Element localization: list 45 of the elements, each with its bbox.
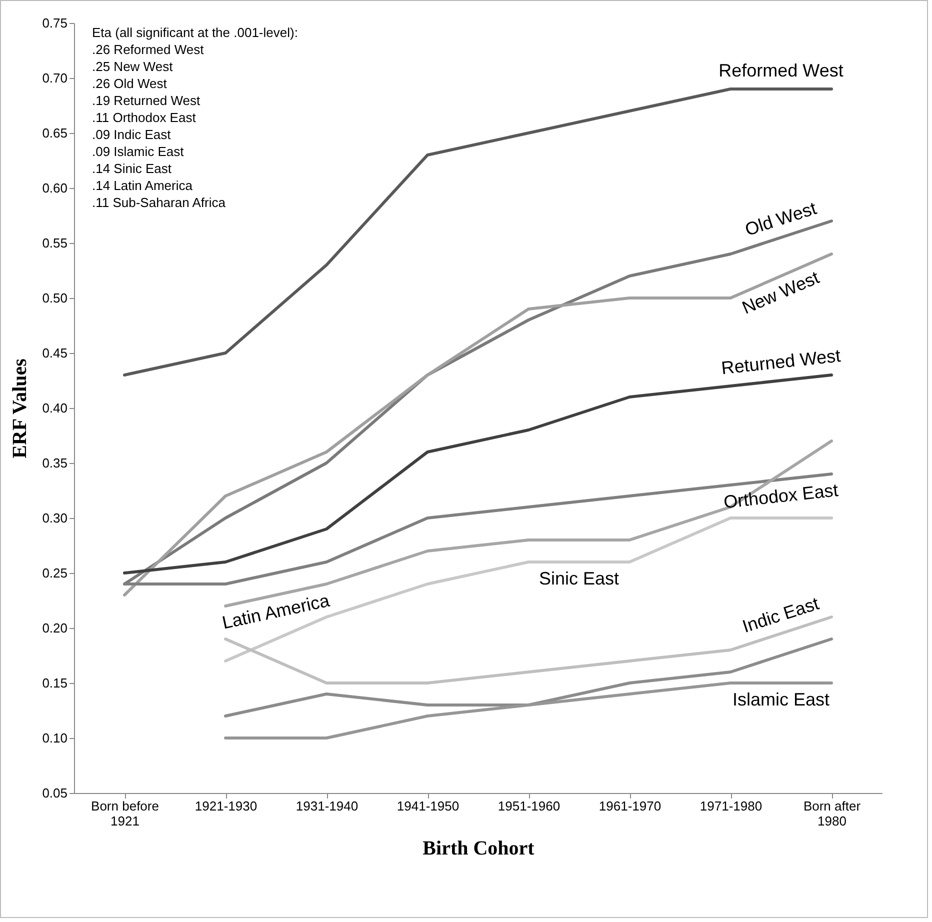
annotation: .14 Latin America	[92, 178, 194, 193]
text: Orthodox East	[722, 480, 840, 512]
annotation: .11 Sub-Saharan Africa	[92, 195, 226, 210]
y-tick-label: 0.70	[42, 70, 68, 86]
x-tick-label: 1951-1960	[498, 798, 560, 814]
annotation: .19 Returned West	[92, 93, 201, 108]
annotation: .25 New West	[92, 59, 174, 74]
y-tick-label: 0.45	[42, 346, 68, 360]
x-tick-label: Born after 1980	[803, 798, 862, 828]
text: Old West	[742, 198, 819, 240]
y-axis-title: ERF Values	[9, 358, 32, 458]
annotation: .26 Old West	[92, 76, 168, 91]
text: New West	[739, 267, 822, 318]
y-tick-label: 0.65	[42, 126, 68, 140]
text: Returned West	[720, 346, 842, 378]
x-tick-label: 1921-1930	[194, 798, 258, 814]
x-tick-label: 1971-1980	[700, 798, 762, 814]
y-tick-label: 0.15	[42, 676, 68, 690]
y-tick-label: 0.30	[42, 510, 68, 526]
y-tick-label: 0.05	[42, 786, 68, 800]
y-tick-label: 0.20	[42, 620, 68, 636]
x-tick-label: 1961-1970	[598, 798, 662, 814]
series-label: Reformed West	[718, 60, 844, 80]
y-tick-label: 0.35	[42, 456, 68, 470]
y-tick-label: 0.55	[42, 236, 68, 250]
annotation: Eta (all significant at the .001-level):	[92, 25, 298, 40]
series-label: Sinic East	[538, 568, 620, 589]
series-label: Islamic East	[732, 690, 830, 710]
text: Latin America	[220, 590, 332, 633]
annotation: .09 Islamic East	[92, 144, 184, 159]
y-tick-label: 0.10	[42, 730, 68, 746]
y-tick-label: 0.60	[42, 180, 68, 196]
x-tick-label: 1931-1940	[296, 798, 358, 814]
annotation: .09 Indic East	[92, 127, 172, 142]
x-tick-label: 1941-1950	[396, 798, 460, 814]
annotation: .26 Reformed West	[92, 42, 204, 57]
y-tick-label: 0.40	[42, 400, 68, 416]
text: Indic East	[740, 593, 822, 637]
y-tick-label: 0.75	[42, 16, 68, 30]
x-tick-label: Born before 1921	[91, 798, 159, 828]
annotation: .11 Orthodox East	[92, 110, 196, 125]
x-axis-title: Birth Cohort	[422, 838, 535, 860]
annotation: .14 Sinic East	[92, 161, 172, 176]
y-tick-label: 0.25	[42, 566, 68, 580]
y-tick-label: 0.50	[42, 290, 68, 306]
